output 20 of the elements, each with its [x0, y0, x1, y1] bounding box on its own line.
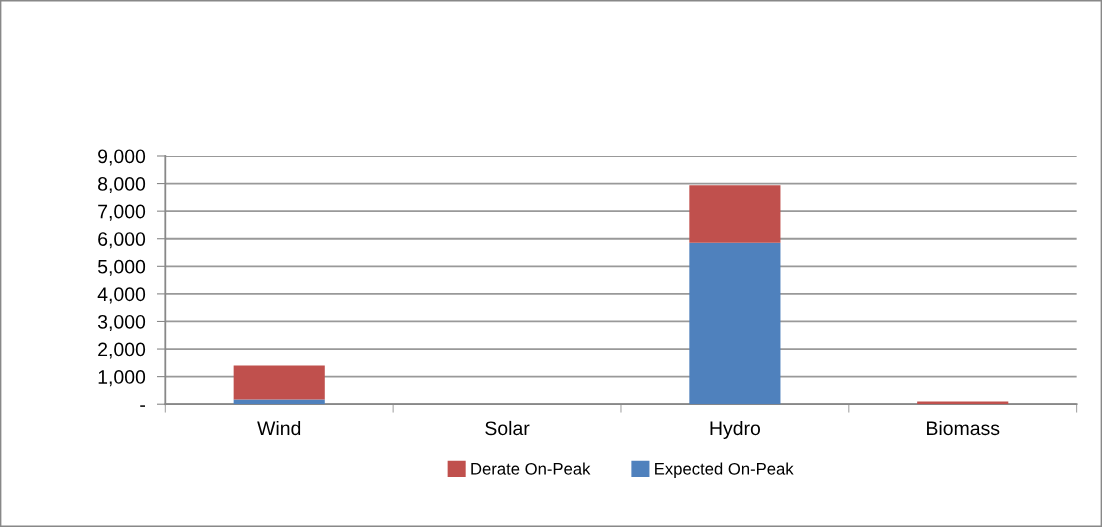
x-tick-label: Wind — [257, 420, 301, 436]
x-tick-label: Hydro — [710, 420, 761, 439]
y-tick-label: - — [140, 405, 145, 407]
y-tick-label: 7,000 — [98, 204, 146, 221]
y-tick-label: 3,000 — [97, 314, 146, 331]
y-tick-label: 6,000 — [98, 232, 146, 249]
y-tick-label: 9,000 — [98, 149, 146, 166]
y-tick-label: 1,000 — [98, 370, 146, 387]
bar — [917, 401, 1009, 405]
bar — [689, 242, 781, 405]
x-tick-label: Solar — [485, 420, 530, 436]
x-tick-label: Biomass — [927, 420, 1000, 436]
y-tick-label: 2,000 — [98, 342, 146, 359]
y-tick-label: 4,000 — [97, 287, 146, 304]
bar — [689, 185, 781, 243]
y-tick-label: 5,000 — [97, 259, 146, 276]
legend-label: Derate On-Peak — [471, 462, 591, 475]
bar — [233, 365, 325, 400]
y-tick-label: 8,000 — [98, 177, 146, 194]
legend-label: Expected On-Peak — [655, 462, 794, 479]
